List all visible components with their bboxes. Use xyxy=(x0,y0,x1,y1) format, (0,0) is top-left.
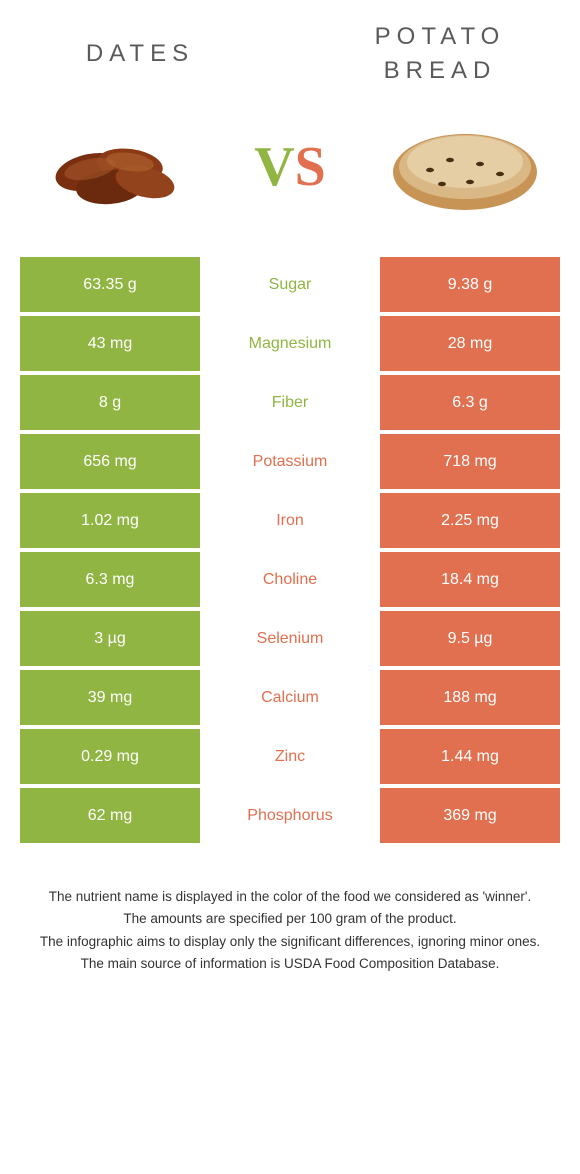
table-row: 43 mgMagnesium28 mg xyxy=(20,316,560,371)
nutrient-label: Magnesium xyxy=(200,316,380,371)
nutrient-label: Potassium xyxy=(200,434,380,489)
table-row: 3 µgSelenium9.5 µg xyxy=(20,611,560,666)
bread-image xyxy=(380,107,550,227)
left-value: 3 µg xyxy=(20,611,200,666)
vs-s-letter: S xyxy=(295,135,326,199)
left-value: 62 mg xyxy=(20,788,200,843)
footer-notes: The nutrient name is displayed in the co… xyxy=(0,847,580,996)
right-value: 9.5 µg xyxy=(380,611,560,666)
right-value: 1.44 mg xyxy=(380,729,560,784)
nutrient-label: Fiber xyxy=(200,375,380,430)
left-value: 0.29 mg xyxy=(20,729,200,784)
dates-image xyxy=(30,107,200,227)
right-food-title: POTATO BREAD xyxy=(340,20,540,87)
table-row: 8 gFiber6.3 g xyxy=(20,375,560,430)
right-value: 6.3 g xyxy=(380,375,560,430)
right-value: 2.25 mg xyxy=(380,493,560,548)
right-value: 28 mg xyxy=(380,316,560,371)
table-row: 62 mgPhosphorus369 mg xyxy=(20,788,560,843)
header-titles: DATES POTATO BREAD xyxy=(0,0,580,97)
left-value: 1.02 mg xyxy=(20,493,200,548)
table-row: 39 mgCalcium188 mg xyxy=(20,670,560,725)
left-value: 63.35 g xyxy=(20,257,200,312)
table-row: 656 mgPotassium718 mg xyxy=(20,434,560,489)
nutrient-label: Calcium xyxy=(200,670,380,725)
footer-line-3: The infographic aims to display only the… xyxy=(30,932,550,952)
table-row: 63.35 gSugar9.38 g xyxy=(20,257,560,312)
footer-line-4: The main source of information is USDA F… xyxy=(30,954,550,974)
nutrient-label: Iron xyxy=(200,493,380,548)
left-food-title: DATES xyxy=(40,37,240,71)
right-value: 9.38 g xyxy=(380,257,560,312)
vs-v-letter: V xyxy=(254,135,294,199)
nutrient-table: 63.35 gSugar9.38 g43 mgMagnesium28 mg8 g… xyxy=(20,257,560,843)
vs-label: VS xyxy=(254,135,326,199)
left-value: 6.3 mg xyxy=(20,552,200,607)
left-value: 39 mg xyxy=(20,670,200,725)
left-value: 656 mg xyxy=(20,434,200,489)
right-value: 369 mg xyxy=(380,788,560,843)
right-value: 718 mg xyxy=(380,434,560,489)
nutrient-label: Sugar xyxy=(200,257,380,312)
left-value: 8 g xyxy=(20,375,200,430)
footer-line-2: The amounts are specified per 100 gram o… xyxy=(30,909,550,929)
nutrient-label: Zinc xyxy=(200,729,380,784)
right-value: 18.4 mg xyxy=(380,552,560,607)
nutrient-label: Choline xyxy=(200,552,380,607)
table-row: 6.3 mgCholine18.4 mg xyxy=(20,552,560,607)
table-row: 1.02 mgIron2.25 mg xyxy=(20,493,560,548)
images-row: VS xyxy=(0,97,580,257)
nutrient-label: Selenium xyxy=(200,611,380,666)
left-value: 43 mg xyxy=(20,316,200,371)
right-value: 188 mg xyxy=(380,670,560,725)
nutrient-label: Phosphorus xyxy=(200,788,380,843)
table-row: 0.29 mgZinc1.44 mg xyxy=(20,729,560,784)
footer-line-1: The nutrient name is displayed in the co… xyxy=(30,887,550,907)
